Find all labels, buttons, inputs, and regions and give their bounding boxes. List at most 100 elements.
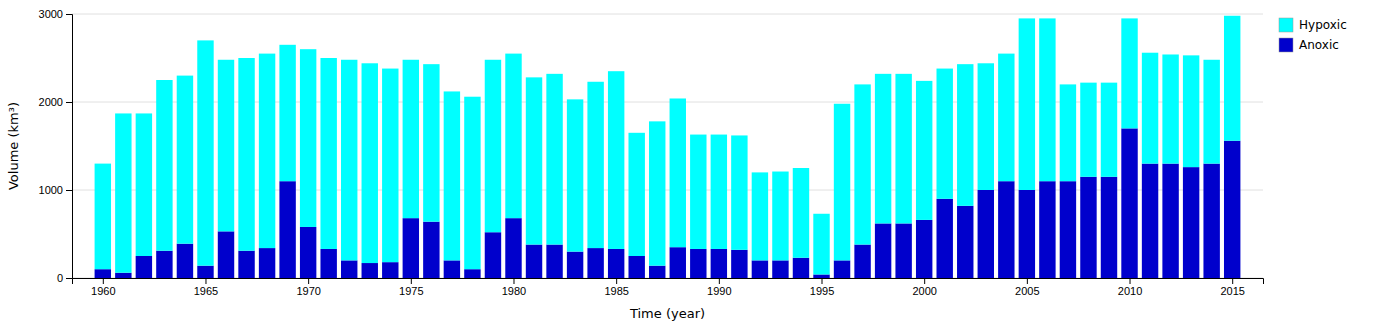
bar <box>1183 55 1199 167</box>
bar <box>505 54 521 219</box>
bar <box>1142 164 1158 278</box>
grid <box>72 14 1263 278</box>
bar <box>546 245 562 278</box>
bar <box>1101 177 1117 278</box>
x-tick-label: 1965 <box>194 285 218 297</box>
x-tick-mark <box>822 278 823 284</box>
x-tick-label: 1995 <box>810 285 834 297</box>
bar <box>1203 164 1219 278</box>
bar <box>875 223 891 278</box>
bar <box>793 258 809 278</box>
y-tick: 0 <box>57 272 72 284</box>
bar <box>690 135 706 249</box>
legend-swatch <box>1279 38 1293 52</box>
bar <box>320 249 336 278</box>
y-tick-label: 0 <box>57 272 63 284</box>
bar <box>937 69 953 199</box>
bar <box>485 232 501 278</box>
x-axis-title: Time (year) <box>629 306 705 321</box>
bar <box>177 244 193 278</box>
bar <box>628 133 644 256</box>
bar <box>957 64 973 206</box>
bar <box>136 113 152 256</box>
x-tick-mark <box>1232 278 1233 284</box>
bar <box>136 256 152 278</box>
x-tick-label: 2010 <box>1118 285 1142 297</box>
bar <box>628 256 644 278</box>
bar <box>423 64 439 222</box>
bar <box>1080 83 1096 177</box>
bar <box>423 222 439 278</box>
x-axis: 1960196519701975198019851990199520002005… <box>73 278 1264 297</box>
bar <box>813 274 829 278</box>
bar <box>341 60 357 261</box>
bar <box>403 60 419 218</box>
bar <box>1224 16 1240 141</box>
x-tick-mark <box>411 278 412 284</box>
x-tick-label: 2005 <box>1015 285 1039 297</box>
x-tick: 1985 <box>604 278 628 297</box>
bar <box>711 135 727 249</box>
bar <box>978 63 994 190</box>
y-tick-label: 3000 <box>39 8 63 20</box>
bar <box>485 60 501 232</box>
bar <box>916 81 932 220</box>
x-tick-mark <box>1027 278 1028 284</box>
bar <box>1060 181 1076 278</box>
bar <box>752 260 768 278</box>
bar <box>731 250 747 278</box>
bar <box>608 249 624 278</box>
bar <box>875 74 891 224</box>
bar <box>998 54 1014 182</box>
bar <box>218 60 234 232</box>
bar <box>670 247 686 278</box>
y-tick: 1000 <box>39 184 72 196</box>
x-axis-line <box>73 279 1264 285</box>
x-tick: 1960 <box>91 278 115 297</box>
bar <box>238 251 254 278</box>
x-tick-label: 1980 <box>502 285 526 297</box>
x-tick-mark <box>924 278 925 284</box>
bar <box>854 84 870 244</box>
bar <box>505 218 521 278</box>
bar <box>382 69 398 263</box>
bar <box>156 80 172 251</box>
x-tick: 2000 <box>912 278 936 297</box>
bar <box>382 262 398 278</box>
bar <box>95 269 111 278</box>
bar <box>259 54 275 248</box>
bar <box>300 227 316 278</box>
bar <box>464 269 480 278</box>
bar <box>1183 167 1199 278</box>
bar <box>341 260 357 278</box>
grid-line <box>72 14 1263 15</box>
bar <box>957 206 973 278</box>
bar <box>115 273 131 278</box>
y-axis-title: Volume (km³) <box>6 102 21 190</box>
bar <box>587 82 603 248</box>
bar <box>834 104 850 261</box>
y-tick-mark <box>66 14 72 15</box>
x-tick-mark <box>719 278 720 284</box>
bar <box>895 223 911 278</box>
bar <box>1162 54 1178 163</box>
bar <box>403 218 419 278</box>
bar <box>238 58 254 251</box>
chart: 1960196519701975198019851990199520002005… <box>0 0 1383 326</box>
x-tick: 1970 <box>296 278 320 297</box>
bar <box>197 266 213 278</box>
bar <box>567 252 583 278</box>
bar <box>156 251 172 278</box>
legend-item: Hypoxic <box>1279 18 1347 32</box>
bar <box>813 214 829 275</box>
x-tick: 1995 <box>810 278 834 297</box>
bar <box>1162 164 1178 278</box>
plot: 1960196519701975198019851990199520002005… <box>39 8 1264 297</box>
bar <box>115 113 131 272</box>
y-tick-mark <box>66 190 72 191</box>
x-tick-label: 1990 <box>707 285 731 297</box>
x-tick: 2010 <box>1118 278 1142 297</box>
bar <box>711 249 727 278</box>
bar <box>649 266 665 278</box>
bar <box>937 199 953 278</box>
